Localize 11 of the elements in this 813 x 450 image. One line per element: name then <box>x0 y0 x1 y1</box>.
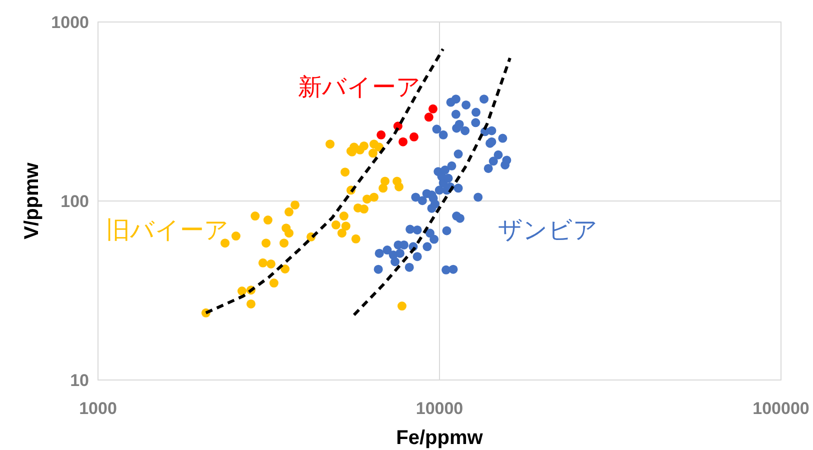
x-tick-label: 100000 <box>752 399 810 418</box>
y-tick-label: 1000 <box>51 13 89 32</box>
x-tick-label: 1000 <box>79 399 117 418</box>
x-axis-title: Fe/ppmw <box>396 427 484 449</box>
y-axis-title: V/ppmw <box>21 162 43 240</box>
x-tick-label: 10000 <box>416 399 464 418</box>
series-label: 新バイーア <box>298 74 421 101</box>
series-label: ザンビア <box>498 217 598 244</box>
y-tick-label: 100 <box>60 192 89 211</box>
y-tick-label: 10 <box>70 371 89 390</box>
series-label: 旧バイーア <box>106 217 229 244</box>
